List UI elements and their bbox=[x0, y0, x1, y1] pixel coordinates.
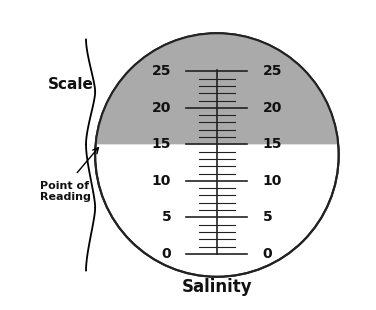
Text: 10: 10 bbox=[262, 174, 282, 188]
Text: 20: 20 bbox=[262, 101, 282, 115]
Text: 15: 15 bbox=[262, 137, 282, 151]
Text: 10: 10 bbox=[152, 174, 171, 188]
Polygon shape bbox=[96, 33, 338, 144]
Text: 25: 25 bbox=[152, 64, 171, 78]
Text: 15: 15 bbox=[152, 137, 171, 151]
Text: 0: 0 bbox=[162, 247, 171, 261]
Text: 20: 20 bbox=[152, 101, 171, 115]
Text: Scale: Scale bbox=[48, 78, 94, 92]
Text: 5: 5 bbox=[162, 210, 171, 224]
Text: Salinity: Salinity bbox=[182, 278, 252, 296]
Text: 5: 5 bbox=[262, 210, 272, 224]
Text: 0: 0 bbox=[262, 247, 272, 261]
Circle shape bbox=[95, 33, 339, 277]
Text: 25: 25 bbox=[262, 64, 282, 78]
Text: Point of
Reading: Point of Reading bbox=[40, 181, 91, 202]
